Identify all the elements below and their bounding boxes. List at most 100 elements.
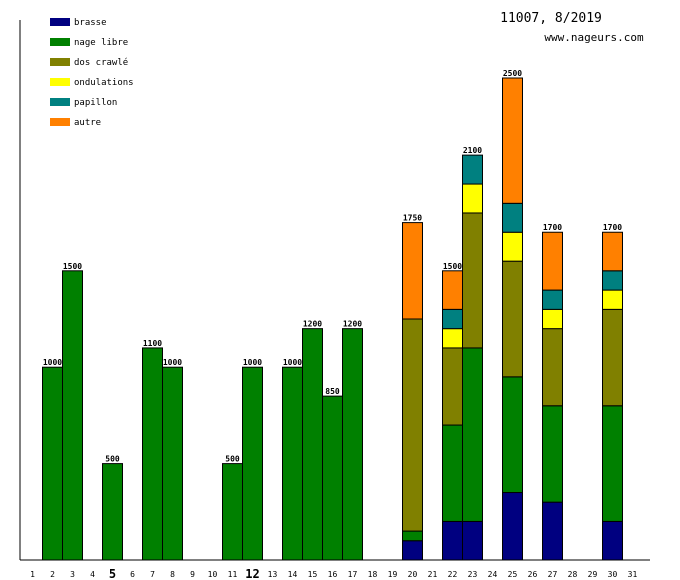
x-tick-6: 6 [130, 570, 135, 579]
bar-day-22-nage-libre [442, 424, 463, 522]
x-tick-labels: 1 2 3 4 5 6 7 8 9 10 11 12 13 14 15 16 17 18 19 20 21 22 23 24 2… [30, 567, 637, 580]
bar-day-23-brasse [462, 520, 483, 561]
x-tick-4: 4 [90, 570, 95, 579]
bar-day-25-autre [502, 77, 523, 204]
total-label-day-17: 1200 [343, 320, 362, 329]
x-tick-28: 28 [568, 570, 578, 579]
x-tick-25: 25 [508, 570, 518, 579]
total-label-day-23: 2100 [463, 146, 482, 155]
bar-day-27-ondulations [542, 308, 563, 330]
x-tick-9: 9 [190, 570, 195, 579]
chart-title: 11007, 8/2019 [500, 11, 602, 26]
legend: brasse nage libre dos crawlé ondulations pap… [50, 18, 134, 128]
x-tick-13: 13 [268, 570, 278, 579]
bar-day-2-nage-libre [42, 366, 63, 561]
x-tick-30: 30 [608, 570, 618, 579]
legend-label-brasse: brasse [74, 18, 107, 28]
total-label-day-5: 500 [105, 455, 120, 464]
legend-swatch-papillon [50, 98, 70, 106]
x-tick-3: 3 [70, 570, 75, 579]
bar-day-30-brasse [602, 520, 623, 561]
x-tick-29: 29 [588, 570, 598, 579]
total-label-day-20: 1750 [403, 214, 422, 223]
bar-day-30-nage-libre [602, 405, 623, 522]
x-tick-7: 7 [150, 570, 155, 579]
bar-day-7-nage-libre [142, 347, 163, 561]
bar-day-22-papillon [442, 308, 463, 330]
bar-day-30-autre [602, 231, 623, 272]
x-tick-14: 14 [288, 570, 298, 579]
x-tick-19: 19 [388, 570, 398, 579]
bar-day-15-nage-libre [302, 328, 323, 561]
total-label-day-30: 1700 [603, 223, 622, 232]
bar-day-25-nage-libre [502, 376, 523, 494]
x-tick-11: 11 [228, 570, 238, 579]
bar-day-5-nage-libre [102, 463, 123, 561]
total-label-day-25: 2500 [503, 69, 522, 78]
bar-day-17-nage-libre [342, 328, 363, 561]
x-tick-21: 21 [428, 570, 438, 579]
bar-day-25-ondulations [502, 231, 523, 262]
legend-swatch-autre [50, 118, 70, 126]
x-tick-31: 31 [628, 570, 638, 579]
x-tick-10: 10 [208, 570, 218, 579]
bar-day-23-ondulations [462, 183, 483, 214]
x-tick-8: 8 [170, 570, 175, 579]
x-tick-20: 20 [408, 570, 418, 579]
bar-day-22-brasse [442, 520, 463, 561]
total-label-day-22: 1500 [443, 262, 462, 271]
bar-day-23-nage-libre [462, 347, 483, 522]
x-tick-18: 18 [368, 570, 378, 579]
bar-day-30-ondulations [602, 289, 623, 310]
total-label-day-2: 1000 [43, 358, 62, 367]
bar-day-14-nage-libre [282, 366, 303, 561]
bar-day-27-nage-libre [542, 405, 563, 503]
bar-day-30-papillon [602, 270, 623, 291]
total-label-day-12: 1000 [243, 358, 262, 367]
legend-label-nage-libre: nage libre [74, 38, 128, 48]
bars [42, 77, 623, 561]
bar-day-23-dos-crawle [462, 212, 483, 349]
bar-day-30-dos-crawle [602, 308, 623, 407]
x-tick-2: 2 [50, 570, 55, 579]
bar-day-12-nage-libre [242, 366, 263, 561]
x-tick-16: 16 [328, 570, 338, 579]
total-label-day-16: 850 [325, 387, 340, 396]
bar-day-23-papillon [462, 154, 483, 185]
bar-day-8-nage-libre [162, 366, 183, 561]
total-label-day-27: 1700 [543, 223, 562, 232]
x-tick-23: 23 [468, 570, 478, 579]
legend-label-autre: autre [74, 118, 101, 128]
legend-label-ondulations: ondulations [74, 78, 134, 88]
legend-swatch-brasse [50, 18, 70, 26]
bar-day-20-dos-crawle [402, 318, 423, 532]
bar-day-22-dos-crawle [442, 347, 463, 426]
x-tick-24: 24 [488, 570, 498, 579]
legend-swatch-ondulations [50, 78, 70, 86]
chart-subtitle: www.nageurs.com [544, 31, 644, 44]
x-tick-12: 12 [245, 567, 259, 580]
legend-swatch-dos-crawle [50, 58, 70, 66]
x-tick-27: 27 [548, 570, 558, 579]
total-label-day-15: 1200 [303, 320, 322, 329]
total-label-day-3: 1500 [63, 262, 82, 271]
x-tick-15: 15 [308, 570, 318, 579]
x-tick-1: 1 [30, 570, 35, 579]
bar-day-20-autre [402, 222, 423, 320]
total-labels: 1000 1500 500 1100 1000 500 1000 1000 1200 850 120… [43, 69, 622, 464]
total-label-day-14: 1000 [283, 358, 302, 367]
legend-label-dos-crawle: dos crawlé [74, 57, 128, 68]
bar-day-27-autre [542, 231, 563, 291]
bar-day-22-autre [442, 270, 463, 310]
bar-day-11-nage-libre [222, 463, 243, 561]
bar-day-3-nage-libre [62, 270, 83, 561]
total-label-day-7: 1100 [143, 339, 162, 348]
total-label-day-11: 500 [225, 455, 240, 464]
x-tick-5: 5 [109, 567, 116, 580]
bar-day-16-nage-libre [322, 395, 343, 561]
total-label-day-8: 1000 [163, 358, 182, 367]
bar-day-25-papillon [502, 202, 523, 233]
bar-day-25-dos-crawle [502, 260, 523, 378]
bar-day-27-dos-crawle [542, 328, 563, 407]
x-tick-22: 22 [448, 570, 458, 579]
